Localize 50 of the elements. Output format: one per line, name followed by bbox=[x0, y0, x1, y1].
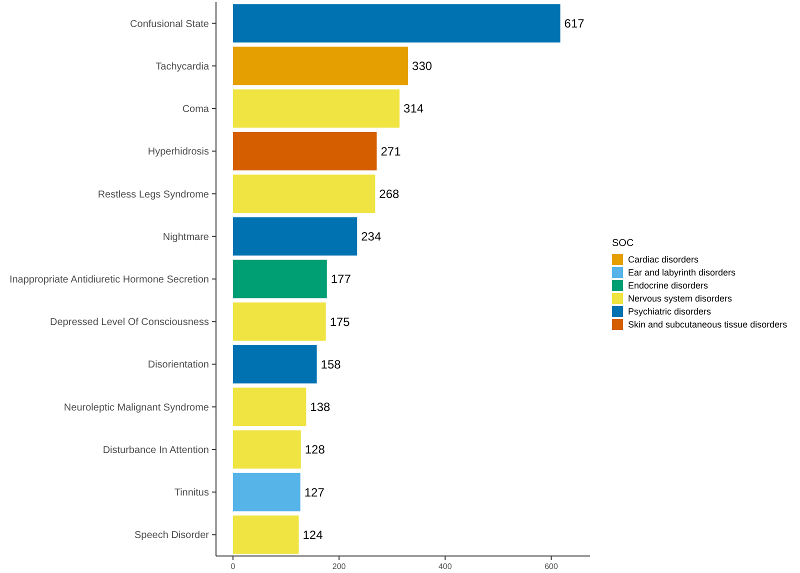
y-tick-label: Neuroleptic Malignant Syndrome bbox=[64, 402, 210, 414]
data-label: 124 bbox=[302, 528, 324, 542]
y-tick-label: Disturbance In Attention bbox=[102, 444, 209, 456]
data-label: 330 bbox=[412, 59, 432, 74]
bar bbox=[232, 4, 560, 42]
y-tick-label: Nightmare bbox=[162, 232, 210, 243]
bar bbox=[232, 302, 326, 341]
bar bbox=[232, 388, 306, 426]
legend-label: Ear and labyrinth disorders bbox=[628, 268, 736, 278]
legend-label: Endocrine disorders bbox=[628, 280, 709, 291]
bar bbox=[232, 132, 377, 170]
bar bbox=[232, 260, 327, 298]
bar bbox=[232, 89, 400, 128]
data-label: 158 bbox=[320, 357, 342, 372]
data-label: 177 bbox=[330, 272, 352, 286]
y-tick-label: Disorientation bbox=[148, 360, 209, 371]
legend-label: Nervous system disorders bbox=[628, 294, 733, 304]
y-tick-label: Restless Legs Syndrome bbox=[98, 189, 210, 200]
y-tick-label: Inappropriate Antidiuretic Hormone Secretion bbox=[9, 274, 209, 286]
bar bbox=[232, 46, 408, 86]
data-label: 127 bbox=[304, 485, 325, 500]
x-tick-label: 0 bbox=[230, 562, 236, 571]
data-label: 138 bbox=[310, 400, 331, 414]
data-label: 314 bbox=[404, 102, 424, 116]
data-label: 271 bbox=[380, 144, 402, 158]
data-label: 234 bbox=[361, 230, 382, 244]
y-tick-label: Depressed Level Of Consciousness bbox=[50, 317, 209, 328]
y-tick-label: Coma bbox=[182, 104, 210, 116]
y-tick-label: Tinnitus bbox=[174, 488, 209, 499]
x-tick-label: 400 bbox=[438, 562, 452, 571]
bar bbox=[232, 217, 358, 256]
bar bbox=[232, 516, 299, 554]
x-tick-label: 200 bbox=[332, 562, 346, 571]
y-tick-label: Hyperhidrosis bbox=[148, 146, 209, 158]
data-label: 128 bbox=[304, 442, 326, 457]
legend-label: Psychiatric disorders bbox=[628, 306, 712, 317]
data-label: 617 bbox=[564, 16, 585, 31]
legend-label: Cardiac disorders bbox=[628, 254, 700, 265]
x-tick-label: 600 bbox=[544, 562, 558, 571]
y-tick-label: Confusional State bbox=[130, 18, 210, 30]
y-tick-label: Tachycardia bbox=[156, 61, 210, 72]
bar bbox=[232, 345, 317, 384]
data-label: 268 bbox=[379, 186, 400, 201]
data-label: 175 bbox=[330, 314, 350, 329]
legend-label: Skin and subcutaneous tissue disorders bbox=[628, 320, 788, 330]
bar bbox=[232, 174, 376, 213]
bar bbox=[232, 430, 301, 469]
bar bbox=[232, 472, 300, 512]
y-tick-label: Speech Disorder bbox=[134, 530, 210, 542]
legend-title: SOC bbox=[612, 238, 634, 249]
